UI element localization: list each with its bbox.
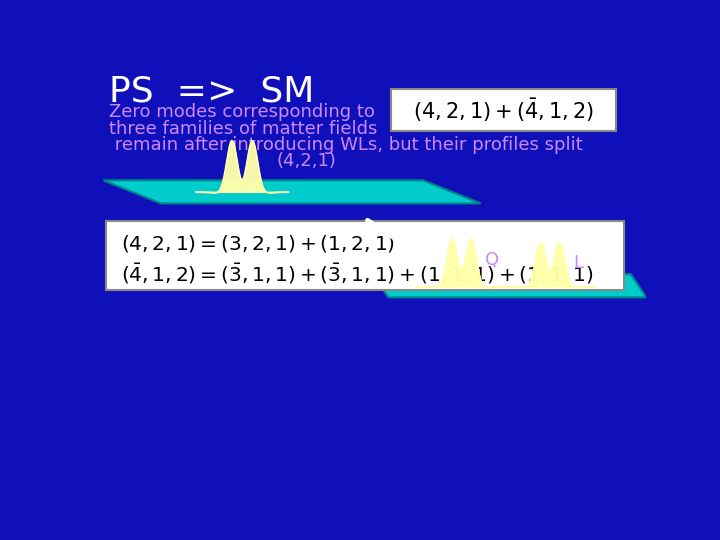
FancyBboxPatch shape (392, 90, 616, 131)
FancyBboxPatch shape (107, 221, 624, 291)
Text: remain after introducing WLs, but their profiles split: remain after introducing WLs, but their … (109, 137, 582, 154)
Text: Zero modes corresponding to: Zero modes corresponding to (109, 103, 374, 122)
Text: $(4,2,1)+(\bar{4},1,2)$: $(4,2,1)+(\bar{4},1,2)$ (413, 97, 594, 124)
Text: $(\bar{4},1,2) = (\bar{3},1,1)+(\bar{3},1,1)+(1,1,1)+(1,1,1)$: $(\bar{4},1,2) = (\bar{3},1,1)+(\bar{3},… (121, 262, 594, 286)
Text: three families of matter fields: three families of matter fields (109, 120, 377, 138)
Text: Q: Q (485, 251, 499, 268)
Text: (4,2,1): (4,2,1) (276, 152, 336, 170)
Polygon shape (373, 274, 647, 298)
Text: PS  =>  SM: PS => SM (109, 75, 314, 109)
Text: $(4,2,1) = (3,2,1)+(1,2,1)$: $(4,2,1) = (3,2,1)+(1,2,1)$ (121, 233, 395, 254)
Text: L: L (573, 254, 583, 273)
Polygon shape (104, 180, 481, 204)
